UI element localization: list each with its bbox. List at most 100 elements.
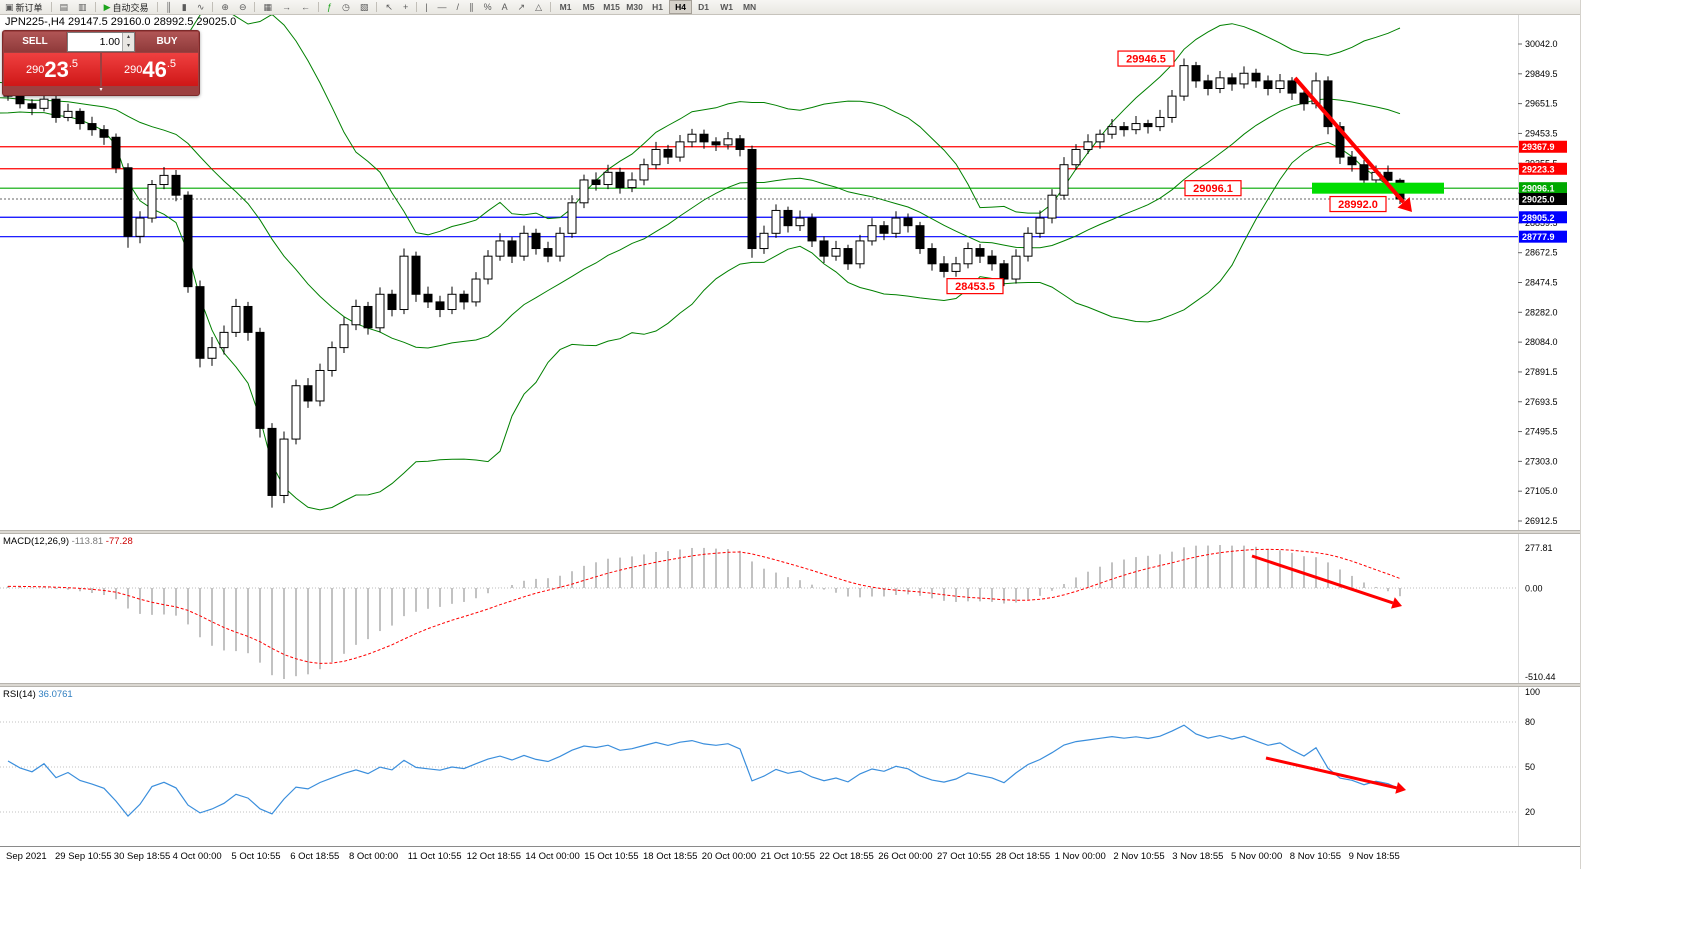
buy-price[interactable]: 290 46.5	[102, 53, 198, 86]
buy-button[interactable]: BUY	[136, 32, 198, 52]
candle-body	[699, 133, 709, 143]
candle-body	[651, 148, 661, 166]
tile-windows-icon[interactable]: ▦	[259, 0, 276, 14]
new-order-button[interactable]: ▣ 新订单	[1, 0, 47, 14]
bar-chart-icon[interactable]: ║	[162, 0, 176, 14]
price-axis-label: 27891.5	[1525, 367, 1558, 377]
volume-spinner: ▴ ▾	[122, 33, 134, 51]
cursor-icon[interactable]: ↖	[381, 0, 397, 14]
candle-body	[1095, 133, 1105, 143]
open-chart-icon[interactable]: ▤	[56, 0, 73, 14]
time-axis-label: 29 Sep 10:55	[55, 851, 112, 862]
candle-body	[603, 171, 613, 186]
arrow-object-icon[interactable]: ↗	[514, 0, 530, 14]
arrow-object-icon: ↗	[517, 2, 526, 12]
trend-arrow-head	[1397, 197, 1412, 212]
candle-body	[147, 184, 157, 219]
timeframe-w1-button[interactable]: W1	[720, 2, 733, 12]
rsi-panel[interactable]: 100 80 50 20	[0, 687, 1580, 846]
candle-body	[363, 305, 373, 329]
candlestick-chart-icon[interactable]: ▮	[178, 0, 191, 14]
text-icon[interactable]: A	[498, 0, 512, 14]
text-icon: A	[501, 2, 508, 12]
periods-icon[interactable]: ◷	[338, 0, 354, 14]
candle-body	[711, 141, 721, 146]
collapse-trade-panel-button[interactable]: ▾	[88, 87, 114, 95]
macd-splitter[interactable]	[0, 530, 1580, 534]
line-chart-icon[interactable]: ∿	[193, 0, 209, 14]
level-price-label-text: 28777.9	[1522, 232, 1555, 242]
candle-body	[1299, 92, 1309, 105]
sell-button[interactable]: SELL	[4, 32, 66, 52]
price-chart[interactable]: 30042.029849.529651.529453.529255.529057…	[0, 14, 1580, 530]
candle-body	[291, 385, 301, 440]
trendline-icon[interactable]: /	[453, 0, 464, 14]
candle-body	[471, 278, 481, 303]
volume-decrease-button[interactable]: ▾	[123, 42, 134, 51]
toolbar-separator	[550, 2, 552, 12]
candle-body	[579, 179, 589, 204]
time-axis-label: 14 Oct 00:00	[525, 851, 580, 862]
candle-body	[315, 369, 325, 402]
open-chart-icon: ▤	[59, 2, 69, 12]
candle-body	[831, 248, 841, 257]
price-annotation-text: 29946.5	[1126, 54, 1166, 66]
timeframe-h1-button[interactable]: H1	[652, 2, 663, 12]
level-price-label	[1519, 182, 1567, 195]
trend-arrow-head	[1390, 597, 1402, 609]
timeframe-m15-button[interactable]: M15	[603, 2, 620, 12]
price-axis-label: 28474.5	[1525, 278, 1558, 288]
timeframe-mn-button[interactable]: MN	[742, 2, 757, 12]
shapes-icon[interactable]: △	[531, 0, 546, 14]
level-price-label	[1519, 162, 1567, 175]
candle-body	[687, 133, 697, 143]
templates-icon[interactable]: ▧	[356, 0, 373, 14]
timeframe-m1-button[interactable]: M1	[559, 2, 572, 12]
chart-shift-icon[interactable]: ←	[297, 0, 314, 14]
candle-body	[1359, 164, 1369, 181]
crosshair-icon[interactable]: +	[399, 0, 412, 14]
price-axis-label: 30042.0	[1525, 39, 1558, 49]
channel-icon[interactable]: ∥	[465, 0, 478, 14]
candle-body	[999, 263, 1009, 280]
vertical-line-icon[interactable]: |	[421, 0, 431, 14]
level-price-label-text: 29096.1	[1522, 184, 1555, 194]
candle-body	[507, 240, 517, 257]
timeframe-m30-button[interactable]: M30	[626, 2, 643, 12]
sell-price[interactable]: 290 23.5	[4, 53, 100, 86]
zoom-in-icon[interactable]: ⊕	[217, 0, 233, 14]
trend-arrow	[1293, 76, 1406, 204]
candle-body	[735, 138, 745, 150]
fibonacci-icon[interactable]: %	[480, 0, 496, 14]
candle-body	[807, 217, 817, 242]
candle-body	[27, 103, 37, 109]
buy-price-prefix: 290	[123, 63, 143, 76]
sell-price-big: 23	[44, 56, 69, 82]
horizontal-line-icon[interactable]: —	[434, 0, 451, 14]
time-axis-label: 9 Nov 18:55	[1348, 851, 1400, 862]
timeframe-m5-button[interactable]: M5	[582, 2, 595, 12]
candle-body	[1119, 126, 1129, 131]
time-axis-label: 5 Nov 00:00	[1231, 851, 1283, 862]
time-axis[interactable]: Sep 2021 29 Sep 10:55 30 Sep 18:55 4 Oct 00…	[0, 846, 1580, 869]
candle-body	[759, 232, 769, 250]
time-axis-label: 1 Nov 00:00	[1054, 851, 1106, 862]
indicators-icon[interactable]: ƒ	[323, 0, 336, 14]
volume-increase-button[interactable]: ▴	[123, 33, 134, 42]
timeframe-h4-button[interactable]: H4	[669, 0, 693, 14]
candle-body	[63, 110, 73, 118]
auto-scroll-icon[interactable]: →	[278, 0, 295, 14]
zoom-out-icon[interactable]: ⊖	[235, 0, 251, 14]
sell-price-sup: .5	[68, 57, 79, 70]
rsi-splitter[interactable]	[0, 683, 1580, 687]
time-axis-label: 4 Oct 00:00	[172, 851, 222, 862]
candle-body	[483, 255, 493, 280]
macd-panel[interactable]: 277.81 0.00 -510.44	[0, 534, 1580, 683]
profiles-icon[interactable]: ▥	[74, 0, 91, 14]
candle-body	[567, 202, 577, 234]
price-axis-label: 26912.5	[1525, 516, 1558, 526]
timeframe-d1-button[interactable]: D1	[698, 2, 709, 12]
zoom-out-icon: ⊖	[238, 2, 247, 12]
volume-input[interactable]	[68, 33, 122, 51]
autotrading-button[interactable]: ▶ 自动交易	[100, 0, 153, 14]
